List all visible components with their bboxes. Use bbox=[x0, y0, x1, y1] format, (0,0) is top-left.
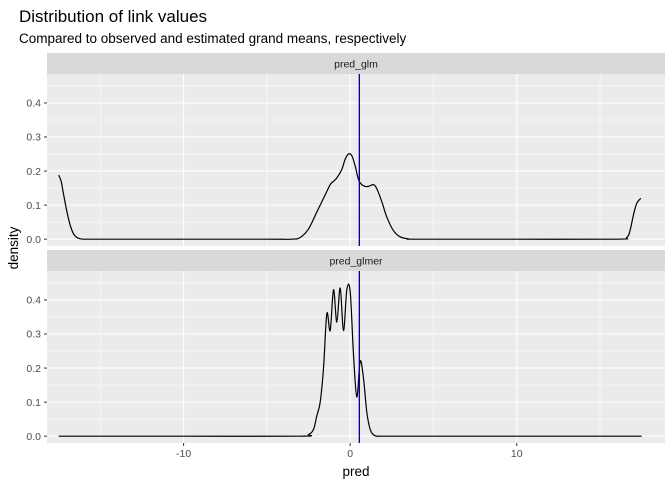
facet-panels: pred_glm 0.0 0.1 0.2 0.3 0.4 pred_glmer 0.0 0.1 0… bbox=[26, 53, 665, 443]
facet-pred_glmer: pred_glmer 0.0 0.1 0.2 0.3 0.4 bbox=[26, 250, 665, 443]
x-tick-label: 0 bbox=[347, 448, 353, 460]
density-line bbox=[58, 153, 642, 240]
y-axis-title: density bbox=[6, 226, 21, 269]
y-tick-label: 0.2 bbox=[26, 166, 41, 178]
y-tick-label: 0.4 bbox=[26, 98, 41, 110]
x-tick-label: 10 bbox=[511, 448, 523, 460]
y-tick-label: 0.1 bbox=[26, 200, 41, 212]
y-tick-label: 0.3 bbox=[26, 132, 41, 144]
y-tick-label: 0.0 bbox=[26, 234, 41, 246]
density-line bbox=[58, 283, 642, 437]
panel-background bbox=[47, 271, 665, 443]
y-tick-label: 0.3 bbox=[26, 329, 41, 341]
facet-strip bbox=[47, 53, 665, 74]
facet-strip bbox=[47, 250, 665, 271]
facet-pred_glm: pred_glm 0.0 0.1 0.2 0.3 0.4 bbox=[26, 53, 665, 246]
y-tick-label: 0.4 bbox=[26, 295, 41, 307]
facet-strip-label: pred_glmer bbox=[329, 256, 383, 268]
x-axis: -10 0 10 bbox=[176, 443, 523, 460]
y-tick-label: 0.2 bbox=[26, 363, 41, 375]
x-axis-title: pred bbox=[342, 464, 369, 479]
x-tick-label: -10 bbox=[176, 448, 191, 460]
chart-title: Distribution of link values bbox=[19, 7, 207, 26]
y-tick-label: 0.1 bbox=[26, 397, 41, 409]
y-tick-label: 0.0 bbox=[26, 431, 41, 443]
panel-background bbox=[47, 74, 665, 246]
facet-strip-label: pred_glm bbox=[334, 59, 378, 71]
chart-subtitle: Compared to observed and estimated grand… bbox=[19, 31, 406, 46]
